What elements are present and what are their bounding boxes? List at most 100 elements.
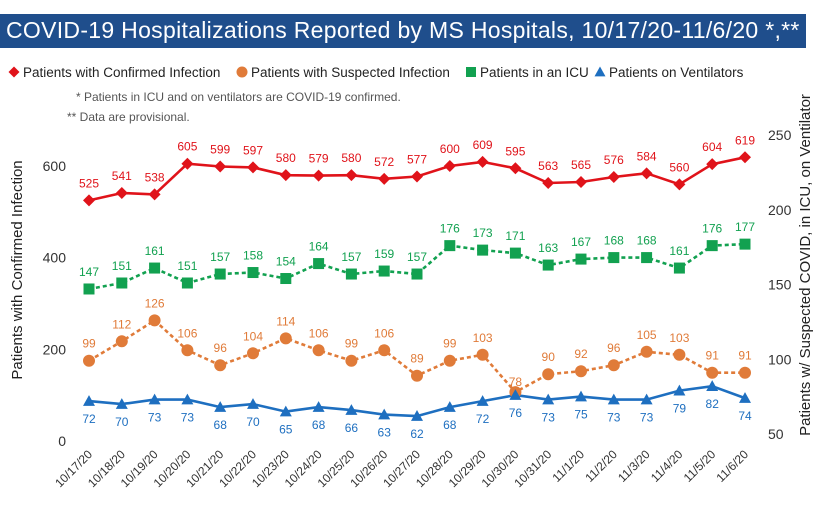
data-label: 147 [79,265,99,279]
legend-marker-circle [236,66,248,78]
data-label: 597 [243,143,263,157]
data-label: 171 [505,229,525,243]
data-label: 104 [243,329,263,343]
data-label: 73 [542,411,556,425]
data-point [575,365,587,378]
data-label: 91 [706,349,720,363]
data-point [411,268,423,280]
data-label: 90 [542,350,556,364]
data-label: 68 [312,418,326,432]
data-point [640,345,653,358]
data-point [247,161,259,174]
y-left-tick-label: 600 [43,158,67,174]
data-point [181,344,194,357]
data-label: 604 [702,140,722,154]
data-point [640,167,653,180]
x-tick-label: 11/3/20 [615,447,653,485]
data-point [148,188,161,201]
data-point [148,393,161,405]
legend-label: Patients on Ventilators [609,65,744,80]
data-point [116,277,128,289]
data-label: 73 [640,411,654,425]
data-label: 163 [538,241,558,255]
data-point [247,347,259,360]
data-label: 78 [509,375,523,389]
data-point [542,368,555,381]
data-label: 62 [410,427,424,441]
data-point [509,162,522,175]
data-label: 605 [177,140,197,154]
data-point [214,359,227,372]
data-label: 609 [473,138,493,152]
data-point [181,157,194,170]
data-point [476,155,489,168]
data-point [575,176,587,189]
data-label: 600 [440,142,460,156]
data-label: 579 [309,152,329,166]
note-icu-ventilator: * Patients in ICU and on ventilators are… [76,90,401,104]
data-label: 126 [145,296,165,310]
data-label: 176 [702,222,722,236]
data-point [608,252,620,264]
data-label: 112 [112,317,131,331]
legend-label: Patients with Suspected Infection [251,65,450,80]
legend-label: Patients in an ICU [480,65,589,80]
y-left-tick-label: 400 [43,250,67,266]
data-label: 572 [374,155,394,169]
data-label: 154 [276,255,296,269]
data-point [575,390,587,402]
x-tick-label: 11/1/20 [550,447,588,485]
data-point [214,401,227,412]
data-point [313,258,325,270]
data-label: 161 [145,244,165,258]
data-point [378,265,390,277]
data-point [279,405,292,417]
data-label: 99 [345,337,359,351]
data-label: 72 [476,412,490,426]
data-label: 157 [407,250,427,264]
data-label: 65 [279,423,293,437]
data-point [83,395,95,406]
x-tick-label: 11/4/20 [648,447,686,485]
data-label: 73 [607,411,621,425]
y-left-tick-label: 0 [58,433,66,449]
y-right-tick-label: 250 [768,127,792,143]
data-label: 74 [738,409,752,423]
data-point [443,160,456,172]
data-point [181,393,194,405]
data-point [542,259,554,271]
note-provisional: ** Data are provisional. [67,110,190,124]
data-label: 584 [637,149,657,163]
data-label: 525 [79,176,99,190]
data-point [345,268,357,280]
data-point [214,160,227,173]
data-point [443,401,456,412]
data-label: 105 [637,328,657,342]
legend: Patients with Confirmed Infection Patient… [8,65,744,80]
data-label: 158 [243,249,263,263]
data-label: 168 [637,234,657,248]
data-point [378,172,391,185]
data-point [279,169,292,182]
data-point [509,247,521,259]
data-point [673,348,686,361]
data-point [115,187,128,200]
data-label: 70 [115,415,129,429]
legend-marker-square [466,67,476,77]
data-label: 159 [374,247,394,261]
data-point [149,262,161,274]
data-point [607,171,620,183]
data-label: 619 [735,133,755,147]
data-label: 599 [210,142,230,156]
data-label: 96 [214,341,228,355]
data-label: 595 [505,144,525,158]
data-label: 63 [378,426,392,440]
data-label: 99 [82,337,96,351]
data-label: 164 [309,240,329,254]
data-label: 91 [738,349,752,363]
data-point [640,393,653,405]
data-point [607,393,620,405]
legend-marker-diamond [8,66,20,78]
data-point [378,344,391,357]
data-point [312,344,325,357]
